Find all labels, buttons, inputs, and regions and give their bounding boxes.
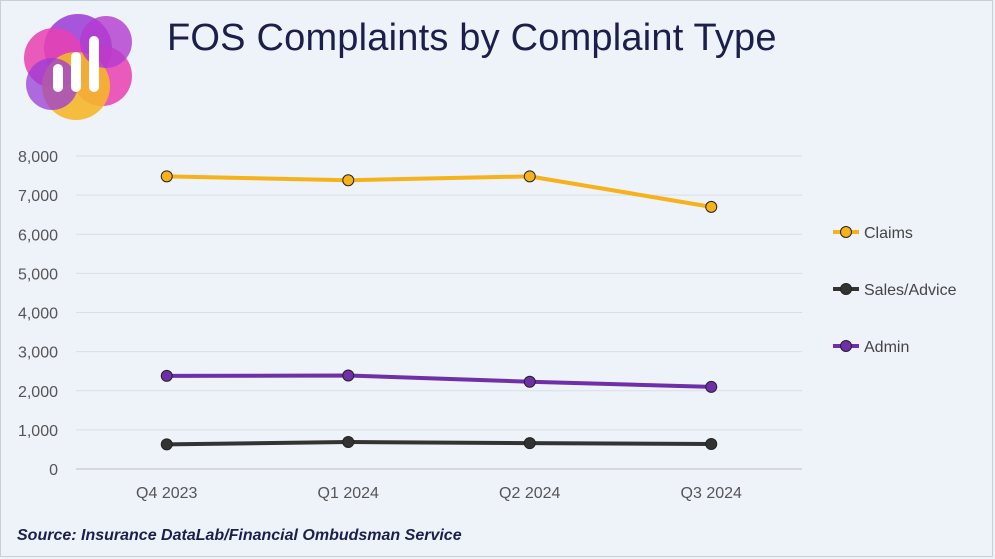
y-tick-label: 8,000 — [18, 149, 58, 166]
data-point — [160, 369, 173, 382]
data-point — [705, 200, 718, 213]
x-tick-label: Q2 2024 — [499, 485, 560, 502]
data-point — [160, 170, 173, 183]
legend-marker — [840, 340, 852, 352]
chart-title: FOS Complaints by Complaint Type — [167, 17, 777, 59]
legend-label: Admin — [864, 339, 909, 356]
data-point — [342, 174, 355, 187]
x-tick-label: Q3 2024 — [681, 485, 742, 502]
y-tick-label: 3,000 — [18, 345, 58, 362]
series-line-claims — [164, 174, 714, 209]
y-tick-label: 6,000 — [18, 227, 58, 244]
x-tick-label: Q1 2024 — [318, 485, 379, 502]
y-tick-label: 5,000 — [18, 266, 58, 283]
bar-chart-logo-icon — [20, 10, 138, 122]
y-tick-label: 4,000 — [18, 306, 58, 323]
data-point — [523, 437, 536, 450]
data-point — [705, 437, 718, 450]
y-tick-label: 7,000 — [18, 188, 58, 205]
legend-marker — [840, 283, 852, 295]
data-point — [523, 170, 536, 183]
data-point — [342, 436, 355, 449]
series-line-sales-advice — [164, 440, 714, 447]
data-point — [523, 375, 536, 388]
data-point — [705, 380, 718, 393]
source-note: Source: Insurance DataLab/Financial Ombu… — [17, 527, 462, 544]
legend-label: Sales/Advice — [864, 282, 957, 299]
series-line-admin — [164, 373, 714, 389]
data-point — [160, 438, 173, 451]
y-tick-label: 0 — [49, 462, 58, 479]
legend-label: Claims — [864, 225, 913, 242]
legend-marker — [840, 226, 852, 238]
x-tick-label: Q4 2023 — [136, 485, 197, 502]
y-tick-label: 1,000 — [18, 423, 58, 440]
data-point — [342, 369, 355, 382]
y-tick-label: 2,000 — [18, 384, 58, 401]
